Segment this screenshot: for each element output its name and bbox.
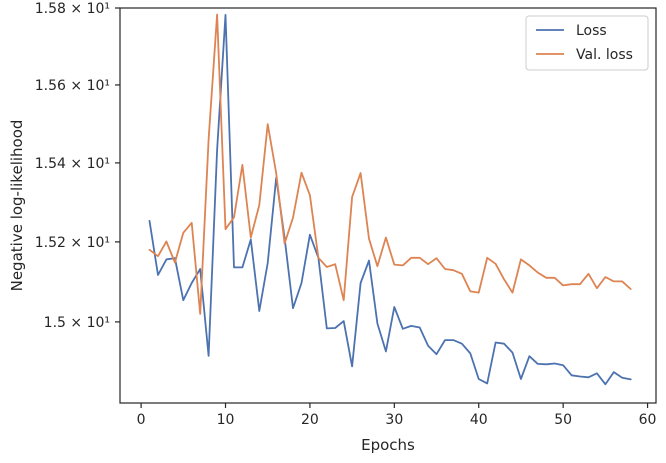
- y-tick-label: 1.52 × 10¹: [35, 235, 110, 251]
- y-axis: 1.5 × 10¹ 1.52 × 10¹ 1.54 × 10¹ 1.56 × 10¹ 1…: [35, 1, 120, 331]
- x-tick-label: 50: [554, 412, 572, 428]
- x-axis-label: Epochs: [361, 436, 415, 454]
- y-tick-label: 1.5 × 10¹: [44, 315, 110, 331]
- legend-label-loss: Loss: [576, 23, 607, 39]
- x-tick-label: 60: [639, 412, 657, 428]
- x-tick-label: 10: [217, 412, 235, 428]
- x-tick-label: 20: [301, 412, 319, 428]
- x-tick-label: 30: [385, 412, 403, 428]
- plot-frame: [119, 7, 657, 404]
- y-tick-label: 1.56 × 10¹: [35, 78, 110, 94]
- x-tick-label: 0: [137, 412, 146, 428]
- y-tick-label: 1.54 × 10¹: [35, 156, 110, 172]
- legend-label-val-loss: Val. loss: [576, 47, 633, 63]
- x-axis: 0 10 20 30 40 50 60: [137, 403, 657, 428]
- y-axis-label: Negative log-likelihood: [8, 120, 26, 292]
- series-line-val-loss: [148, 13, 632, 315]
- series-line-loss: [148, 13, 632, 386]
- legend: Loss Val. loss: [525, 15, 649, 71]
- x-tick-label: 40: [470, 412, 488, 428]
- y-tick-label: 1.58 × 10¹: [35, 1, 110, 17]
- series-layer: [148, 13, 632, 386]
